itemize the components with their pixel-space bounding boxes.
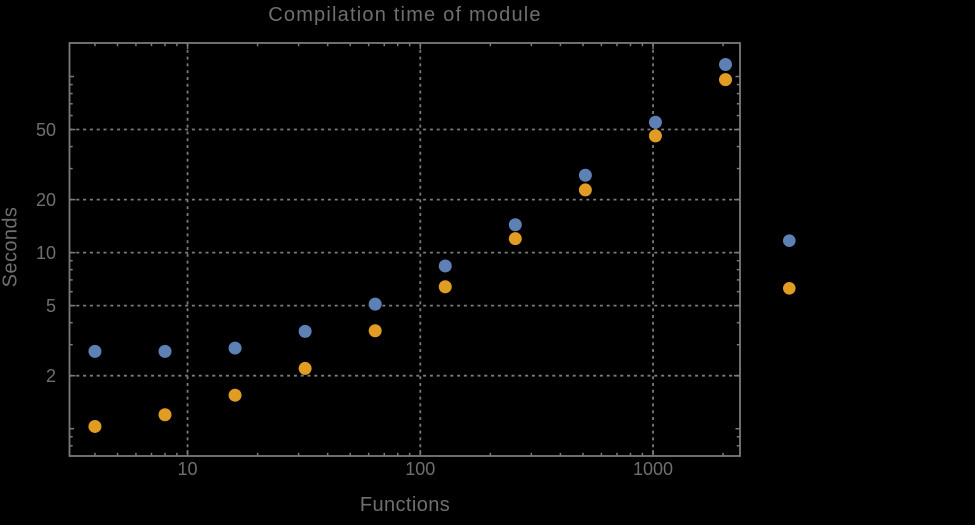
data-point bbox=[648, 129, 662, 143]
y-tick-label: 50 bbox=[36, 120, 56, 140]
data-point bbox=[508, 218, 522, 232]
data-point bbox=[508, 232, 522, 246]
data-point bbox=[438, 259, 452, 273]
gridlines bbox=[69, 43, 740, 456]
data-point bbox=[158, 408, 172, 422]
legend-marker bbox=[783, 234, 796, 247]
data-point bbox=[368, 297, 382, 311]
legend bbox=[783, 234, 796, 295]
y-tick-label: 10 bbox=[36, 243, 56, 263]
data-point bbox=[718, 58, 732, 72]
data-point bbox=[88, 344, 102, 358]
y-tick-label: 5 bbox=[46, 296, 56, 316]
chart-title: Compilation time of module bbox=[268, 4, 542, 26]
data-point bbox=[578, 168, 592, 182]
data-point bbox=[228, 341, 242, 355]
series-orange-points bbox=[88, 73, 732, 433]
y-tick-label: 2 bbox=[46, 366, 56, 386]
legend-marker bbox=[783, 282, 796, 295]
data-point bbox=[228, 388, 242, 402]
data-point bbox=[578, 183, 592, 197]
x-tick-label: 1000 bbox=[633, 459, 673, 479]
data-point bbox=[158, 344, 172, 358]
data-point bbox=[368, 324, 382, 338]
data-point bbox=[718, 73, 732, 87]
tick-marks bbox=[69, 43, 740, 456]
x-tick-labels: 10 100 1000 bbox=[178, 459, 674, 479]
plot-frame bbox=[68, 42, 741, 457]
y-tick-labels: 2 5 10 20 50 bbox=[36, 120, 56, 386]
y-tick-label: 20 bbox=[36, 190, 56, 210]
data-point bbox=[88, 419, 102, 433]
x-axis-label: Functions bbox=[359, 494, 451, 516]
series-blue-points bbox=[88, 58, 732, 358]
x-tick-label: 10 bbox=[178, 459, 198, 479]
data-point bbox=[298, 324, 312, 338]
data-point bbox=[298, 361, 312, 375]
x-tick-label: 100 bbox=[405, 459, 435, 479]
data-point bbox=[648, 115, 662, 129]
data-point bbox=[438, 280, 452, 294]
